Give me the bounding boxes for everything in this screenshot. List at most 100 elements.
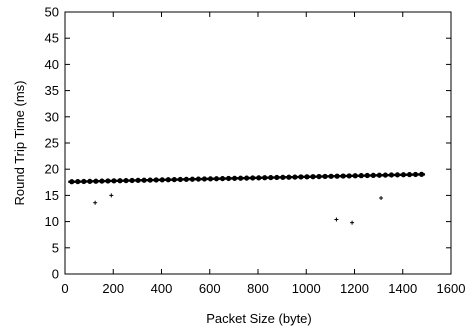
band-point-cluster-core [200,177,208,181]
y-tick-label: 45 [45,31,59,46]
band-point-cluster [285,174,293,180]
band-point-cluster-core [182,178,190,181]
band-point-cluster-core [273,176,281,179]
band-point-cluster [74,179,82,185]
y-tick-label: 0 [52,267,59,282]
band-point-cluster-core [303,175,311,178]
band-point-cluster [249,175,257,181]
band-point-cluster-core [418,173,426,176]
band-point-cluster [406,172,414,178]
band-point-cluster-core [345,174,353,178]
band-point-cluster-core [170,178,178,181]
outlier-point [379,196,384,201]
band-point-cluster [339,173,347,179]
band-point-cluster-core [243,176,251,180]
band-point-cluster [297,174,305,180]
x-tick-label: 200 [102,281,124,296]
band-point-cluster-core [339,174,347,178]
band-point-cluster-core [333,175,341,178]
band-point-cluster [206,176,214,182]
x-tick-label: 600 [199,281,221,296]
band-point-cluster [128,177,136,184]
outlier-point [334,217,339,222]
band-point-cluster-core [68,180,76,183]
band-point-cluster-core [110,179,118,183]
dense-band-points [68,171,426,185]
band-point-cluster-core [406,173,414,176]
band-point-cluster-core [176,178,184,181]
band-point-cluster-core [86,180,94,183]
band-point-cluster [140,177,148,183]
band-point-cluster-core [315,175,323,178]
y-axis: 0 5 10 15 20 25 30 35 40 45 50 [45,5,451,282]
y-tick-label: 10 [45,214,59,229]
y-tick-label: 50 [45,5,59,20]
band-point-cluster [321,173,329,180]
outlier-points [93,193,384,225]
band-point-cluster-core [158,178,166,181]
band-point-cluster [309,174,317,180]
band-point-cluster [375,172,383,178]
band-point-cluster [345,173,353,179]
band-point-cluster [158,177,166,183]
band-point-cluster-core [213,177,221,180]
x-tick-label: 1600 [437,281,466,296]
plot-area [64,11,452,275]
band-point-cluster [164,177,172,183]
y-tick-label: 40 [45,57,59,72]
band-point-cluster [86,178,94,185]
band-point-cluster-core [387,173,395,177]
band-point-cluster [188,176,196,182]
band-point-cluster [399,172,407,178]
band-point-cluster-core [140,179,148,182]
band-point-cluster-core [267,176,275,179]
band-point-cluster [152,177,160,183]
band-point-cluster [243,175,251,181]
band-point-cluster-core [194,177,202,181]
band-point-cluster-core [134,179,142,182]
band-point-cluster [412,171,420,178]
band-point-cluster-core [309,175,317,178]
band-point-cluster [351,173,359,179]
band-point-cluster [80,178,88,185]
band-point-cluster [381,172,389,178]
band-point-cluster [176,176,184,183]
outlier-point [350,220,355,225]
y-tick-label: 15 [45,188,59,203]
x-axis: 0 200 400 600 800 1000 1200 1400 1600 [61,12,465,296]
band-point-cluster [333,173,341,179]
band-point-cluster [315,173,323,180]
band-point-cluster [291,174,299,180]
band-point-cluster-core [327,175,335,178]
band-point-cluster [267,174,275,181]
band-point-cluster [393,172,401,178]
plot-border [64,11,452,275]
band-point-cluster [418,171,426,178]
band-point-cluster [387,172,395,178]
band-point-cluster-core [381,174,389,177]
band-point-cluster [104,178,112,184]
outlier-point [109,193,114,198]
band-point-cluster [273,174,281,181]
band-point-cluster-core [363,174,371,177]
x-tick-label: 1200 [340,281,369,296]
band-point-cluster [255,175,263,181]
band-point-cluster-core [285,176,293,179]
band-point-cluster-core [188,178,196,181]
band-point-cluster-core [164,178,172,181]
band-point-cluster [303,174,311,180]
band-point-cluster-core [146,179,154,182]
y-tick-label: 35 [45,83,59,98]
y-tick-label: 20 [45,162,59,177]
band-point-cluster-core [116,179,124,182]
band-point-cluster-core [74,180,82,183]
band-point-cluster-core [297,175,305,179]
band-point-cluster [110,178,118,184]
band-point-cluster [363,172,371,179]
band-point-cluster [213,176,221,182]
y-tick-label: 25 [45,136,59,151]
y-tick-label: 5 [52,240,59,255]
band-point-cluster-core [122,179,130,182]
band-point-cluster-core [80,180,88,183]
